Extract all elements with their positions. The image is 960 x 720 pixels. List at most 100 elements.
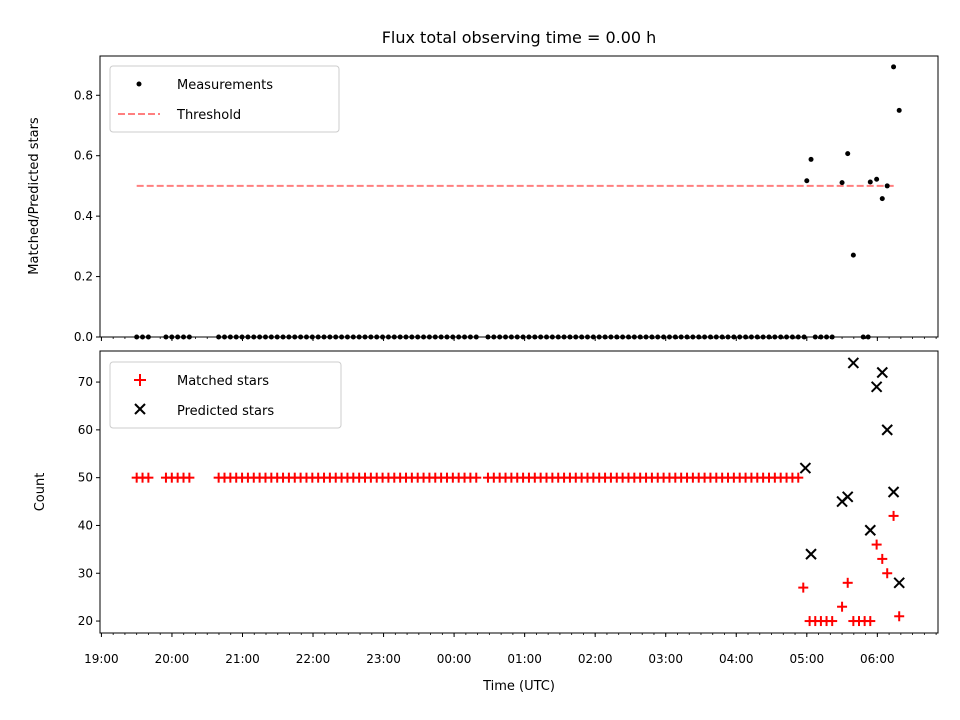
measurement-point — [804, 178, 810, 184]
ratio-legend-box — [109, 65, 340, 133]
measurement-point — [444, 334, 450, 340]
measurement-point — [503, 334, 509, 340]
predicted-star-point — [893, 577, 905, 589]
predicted-star-point — [847, 357, 860, 369]
count-panel-frame — [99, 350, 939, 634]
ratio-y-tick-label: 0.8 — [74, 88, 93, 102]
measurement-point — [491, 334, 497, 340]
measurement-point — [784, 334, 790, 340]
measurement-point — [631, 334, 637, 340]
measurement-point — [298, 334, 304, 340]
count-y-tick-label: 70 — [78, 375, 93, 389]
matched-star-point — [837, 601, 848, 612]
measurement-point — [789, 334, 795, 340]
chart-title: Flux total observing time = 0.00 h — [382, 28, 657, 47]
measurement-point — [538, 334, 544, 340]
measurement-point — [134, 334, 140, 340]
legend-measurements-marker — [136, 81, 142, 87]
legend-threshold-label: Threshold — [176, 108, 241, 123]
measurement-point — [573, 334, 579, 340]
predicted-star-point — [864, 524, 876, 536]
x-tick-label: 00:00 — [437, 652, 472, 666]
x-tick-label: 05:00 — [790, 652, 825, 666]
measurement-point — [637, 334, 643, 340]
x-tick-label: 20:00 — [155, 652, 190, 666]
measurement-point — [584, 334, 590, 340]
matched-star-point — [894, 611, 905, 622]
ratio-y-axis: 0.0 0.2 0.4 0.6 0.8 — [74, 88, 100, 344]
measurement-point — [403, 334, 409, 340]
matched-star-point — [888, 510, 899, 521]
measurement-point — [839, 180, 845, 186]
measurement-point — [766, 334, 772, 340]
measurement-point — [356, 334, 362, 340]
ratio-y-tick-label: 0.2 — [74, 270, 93, 284]
measurement-point — [145, 334, 151, 340]
measurement-point — [743, 334, 749, 340]
measurement-point — [702, 334, 708, 340]
measurement-point — [801, 334, 807, 340]
matched-star-point — [882, 568, 893, 579]
measurement-point — [608, 334, 614, 340]
ratio-plot-area — [134, 64, 902, 340]
measurement-point — [625, 334, 631, 340]
measurement-point — [845, 151, 851, 157]
count-y-tick-label: 50 — [78, 471, 93, 485]
measurement-point — [415, 334, 421, 340]
ratio-y-tick-label: 0.0 — [74, 330, 93, 344]
measurement-point — [497, 334, 503, 340]
measurement-point — [292, 334, 298, 340]
measurement-point — [462, 334, 468, 340]
x-tick-label: 23:00 — [366, 652, 401, 666]
count-y-axis: 20 30 40 50 60 70 — [78, 375, 100, 628]
count-plot-area — [131, 357, 905, 627]
measurement-point — [896, 107, 902, 113]
predicted-star-point — [799, 462, 812, 474]
measurement-point — [216, 334, 222, 340]
measurement-point — [309, 334, 315, 340]
measurement-point — [818, 334, 824, 340]
measurement-point — [824, 334, 830, 340]
measurement-point — [245, 334, 251, 340]
measurement-point — [315, 334, 321, 340]
measurement-point — [262, 334, 268, 340]
matched-star-point — [471, 472, 482, 483]
measurement-point — [397, 334, 403, 340]
measurement-point — [772, 334, 778, 340]
measurement-point — [602, 334, 608, 340]
predicted-star-point — [805, 548, 817, 560]
measurement-point — [438, 334, 444, 340]
measurement-point — [649, 334, 655, 340]
measurement-point — [526, 334, 532, 340]
measurement-point — [374, 334, 380, 340]
matched-star-point — [798, 582, 809, 593]
matched-star-point — [143, 472, 154, 483]
legend-matched-marker — [134, 374, 146, 386]
measurement-point — [233, 334, 239, 340]
measurement-point — [690, 334, 696, 340]
measurement-point — [731, 334, 737, 340]
x-tick-label: 01:00 — [507, 652, 542, 666]
x-tick-label: 03:00 — [648, 652, 683, 666]
ratio-y-tick-label: 0.6 — [74, 149, 93, 163]
measurement-point — [879, 196, 885, 202]
measurement-point — [473, 334, 479, 340]
measurement-point — [867, 179, 873, 185]
count-y-axis-label: Count — [33, 473, 48, 512]
measurement-point — [666, 334, 672, 340]
measurement-point — [169, 334, 175, 340]
measurement-point — [432, 334, 438, 340]
measurement-point — [696, 334, 702, 340]
measurement-point — [891, 64, 897, 70]
matched-star-point — [842, 577, 853, 588]
measurement-point — [508, 334, 514, 340]
matched-star-point — [865, 616, 876, 627]
predicted-star-point — [881, 424, 893, 436]
measurement-point — [713, 334, 719, 340]
ratio-y-axis-label: Matched/Predicted stars — [27, 117, 42, 275]
measurement-point — [567, 334, 573, 340]
measurement-point — [339, 334, 345, 340]
measurement-point — [808, 156, 814, 162]
measurement-point — [719, 334, 725, 340]
measurement-point — [754, 334, 760, 340]
